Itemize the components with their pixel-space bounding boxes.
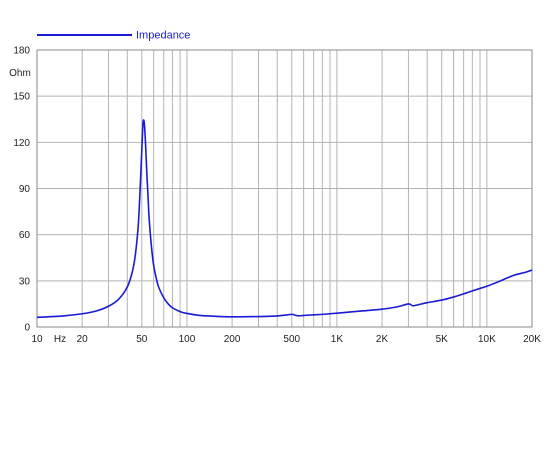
x-tick-label: 10 [31,334,43,345]
y-tick-label: 180 [13,46,30,57]
y-tick-label: 30 [19,276,31,287]
y-tick-label: 60 [19,230,31,241]
y-tick-label: 120 [13,138,30,149]
x-tick-label: 100 [179,334,196,345]
series-layer [36,119,533,319]
legend: Impedance [37,30,190,42]
x-tick-label: 1K [331,334,344,345]
y-tick-label: 0 [24,323,30,334]
series-line-impedance [36,119,533,319]
x-tick-label: 20K [523,334,541,345]
x-tick-label: 500 [283,334,300,345]
y-unit-label: Ohm [9,68,31,79]
x-tick-label: 20 [77,334,89,345]
x-tick-label: 10K [478,334,496,345]
grid [37,50,532,327]
x-tick-label: 200 [224,334,241,345]
legend-label-impedance: Impedance [136,30,190,42]
x-tick-label: 2K [376,334,389,345]
x-tick-label: 5K [436,334,449,345]
y-tick-label: 150 [13,92,30,103]
plot-frame [36,49,533,328]
tick-labels: Ohm Hz 0 30 60 90 120 150 180 10 20 50 100 200 500 1K… [9,46,541,346]
y-tick-label: 90 [19,184,31,195]
x-tick-label: 50 [136,334,148,345]
x-unit-label: Hz [54,334,66,345]
